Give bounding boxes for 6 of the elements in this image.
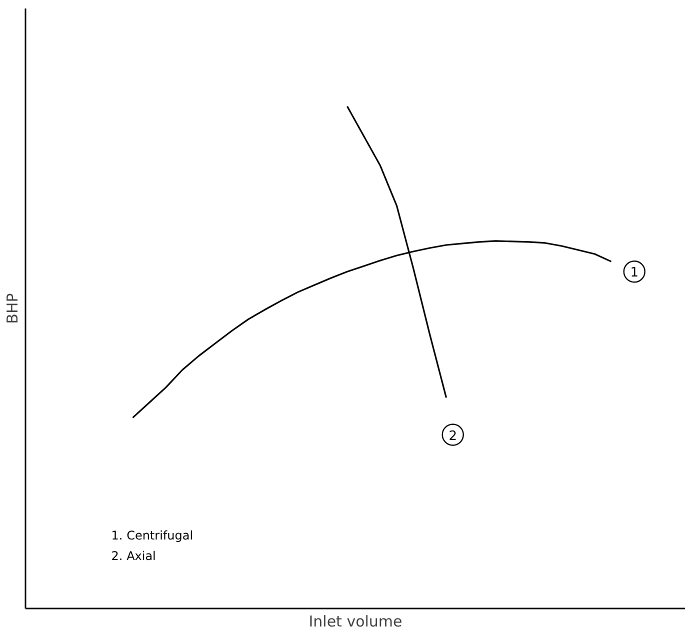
y-axis-title: BHP <box>4 293 22 324</box>
annotation: 1. Centrifugal <box>111 528 194 543</box>
text: 2 <box>448 428 457 444</box>
series-label: 1 <box>630 266 638 281</box>
annotation: 2. Axial <box>111 548 156 563</box>
x-axis-title: Inlet volume <box>308 612 402 630</box>
